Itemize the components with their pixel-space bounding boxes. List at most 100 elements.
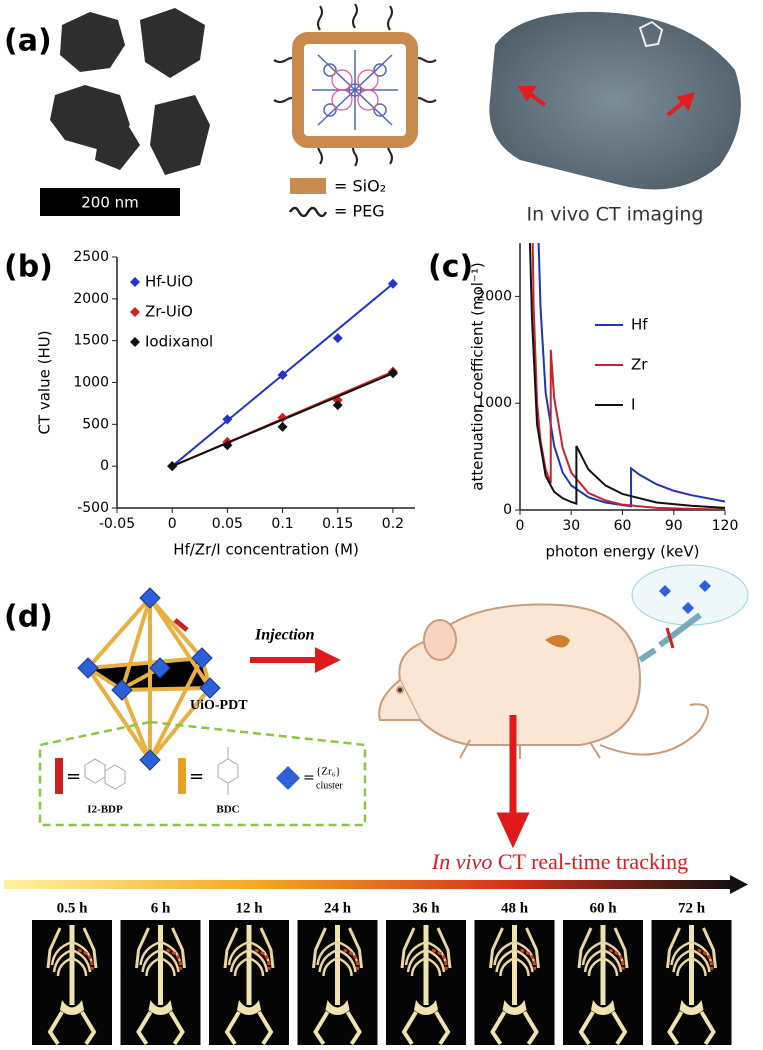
x-tick-label: -0.05 [99, 516, 135, 532]
ct-arrows [517, 86, 696, 117]
x-tick-label: 0.15 [322, 516, 353, 532]
bdc-structure [217, 747, 239, 795]
time-label: 48 h [501, 900, 529, 916]
time-label: 12 h [235, 900, 263, 916]
mouse [378, 603, 709, 759]
chart: 0 1000 2000 0 30 60 90 120 photon energy (keV) at… [469, 243, 739, 561]
y-tick-label: 2500 [73, 249, 109, 265]
ct-tile [386, 920, 466, 1045]
bdc-swatch [178, 758, 186, 794]
data-point [277, 421, 288, 432]
legend-box [38, 720, 367, 827]
panel-label: (d) [4, 600, 53, 635]
data-line [537, 243, 725, 508]
data-point [222, 440, 233, 451]
legend-marker [130, 307, 140, 317]
injection-label: Injection [254, 627, 315, 644]
data-point [387, 278, 398, 289]
x-tick-label: 0 [168, 516, 177, 532]
ct-series: 0.5 h 6 h 12 h 24 h 36 h 48 h 60 h 72 h [32, 900, 732, 1045]
x-axis-title: Hf/Zr/I concentration (M) [173, 541, 359, 559]
legend-marker [130, 337, 140, 347]
mof-schematic [273, 3, 437, 167]
legend-marker [130, 277, 140, 287]
i2bdp-swatch [55, 758, 63, 794]
syringe-arrow [665, 627, 675, 649]
cluster-label: {Zr₆} [316, 766, 341, 778]
data-point [387, 368, 398, 379]
data-point [222, 414, 233, 425]
y-tick-label: 1000 [476, 395, 512, 411]
fit-line [171, 372, 394, 468]
x-tick-label: 30 [562, 518, 580, 534]
y-tick-label: 2000 [73, 291, 109, 307]
tracking-italic: In vivo [431, 849, 492, 874]
ct-tile [298, 920, 378, 1045]
y-axis-title: CT value (HU) [36, 330, 54, 434]
x-tick-label: 0.05 [212, 516, 243, 532]
y-tick-label: 2000 [476, 288, 512, 304]
data-line [528, 243, 725, 509]
x-axis-title: photon energy (keV) [546, 543, 700, 561]
i2bdp-structure [84, 758, 126, 790]
ct-caption: In vivo CT imaging [527, 204, 704, 226]
scale-bar-label: 200 nm [81, 194, 139, 212]
x-tick-label: 120 [712, 518, 739, 534]
ct-tile [121, 920, 201, 1045]
i2bdp-label: I2-BDP [87, 804, 123, 816]
ct-image [489, 11, 741, 190]
ct-tile [563, 920, 643, 1045]
time-label: 6 h [151, 900, 171, 916]
eq: = [303, 770, 315, 786]
uio-label: UiO-PDT [190, 698, 248, 713]
sio2-swatch [290, 178, 326, 194]
eq: = [189, 766, 204, 787]
panel-label: (c) [428, 250, 473, 285]
panel-label: (b) [4, 250, 53, 285]
y-axis-title: attenuation coefficient (mol⁻¹) [469, 262, 487, 490]
data-point [277, 369, 288, 380]
eq: = [66, 766, 81, 787]
legend-label: I [631, 396, 635, 414]
data-point [332, 400, 343, 411]
legend-label: Iodixanol [145, 333, 213, 351]
down-arrow [496, 715, 530, 849]
cluster-label: cluster [316, 780, 343, 791]
tem-image [50, 8, 210, 175]
legend-text: = SiO₂ [334, 177, 386, 196]
legend-label: Hf-UiO [145, 273, 193, 291]
data-point [332, 333, 343, 344]
cluster-swatch [276, 766, 300, 790]
x-tick-label: 0.1 [271, 516, 293, 532]
legend-label: Zr [631, 356, 648, 374]
bdc-label: BDC [216, 804, 239, 816]
data-line [531, 243, 725, 510]
x-tick-label: 60 [614, 518, 632, 534]
x-tick-label: 90 [665, 518, 683, 534]
y-tick-label: 1500 [73, 333, 109, 349]
syringe [638, 612, 702, 663]
time-bar-arrow [730, 875, 748, 894]
y-tick-label: 0 [503, 502, 512, 518]
injection-arrow [250, 647, 341, 673]
uio-structure [77, 587, 221, 771]
y-tick-label: 1000 [73, 375, 109, 391]
peg-swatch [288, 206, 328, 218]
y-tick-label: 0 [100, 458, 109, 474]
ct-detail [638, 20, 664, 48]
cloud [631, 564, 749, 626]
time-label: 0.5 h [57, 900, 89, 916]
time-label: 60 h [589, 900, 617, 916]
legend-label: Hf [631, 316, 648, 334]
legend-text: = PEG [334, 202, 385, 221]
tracking-label: In vivo CT real-time tracking [431, 849, 688, 874]
x-tick-label: 0 [516, 518, 525, 534]
y-tick-label: -500 [77, 500, 109, 516]
ct-tile [32, 920, 112, 1045]
ct-tile [652, 920, 732, 1045]
time-label: 24 h [324, 900, 352, 916]
ct-tile [209, 920, 289, 1045]
legend-label: Zr-UiO [145, 303, 193, 321]
time-label: 72 h [678, 900, 706, 916]
